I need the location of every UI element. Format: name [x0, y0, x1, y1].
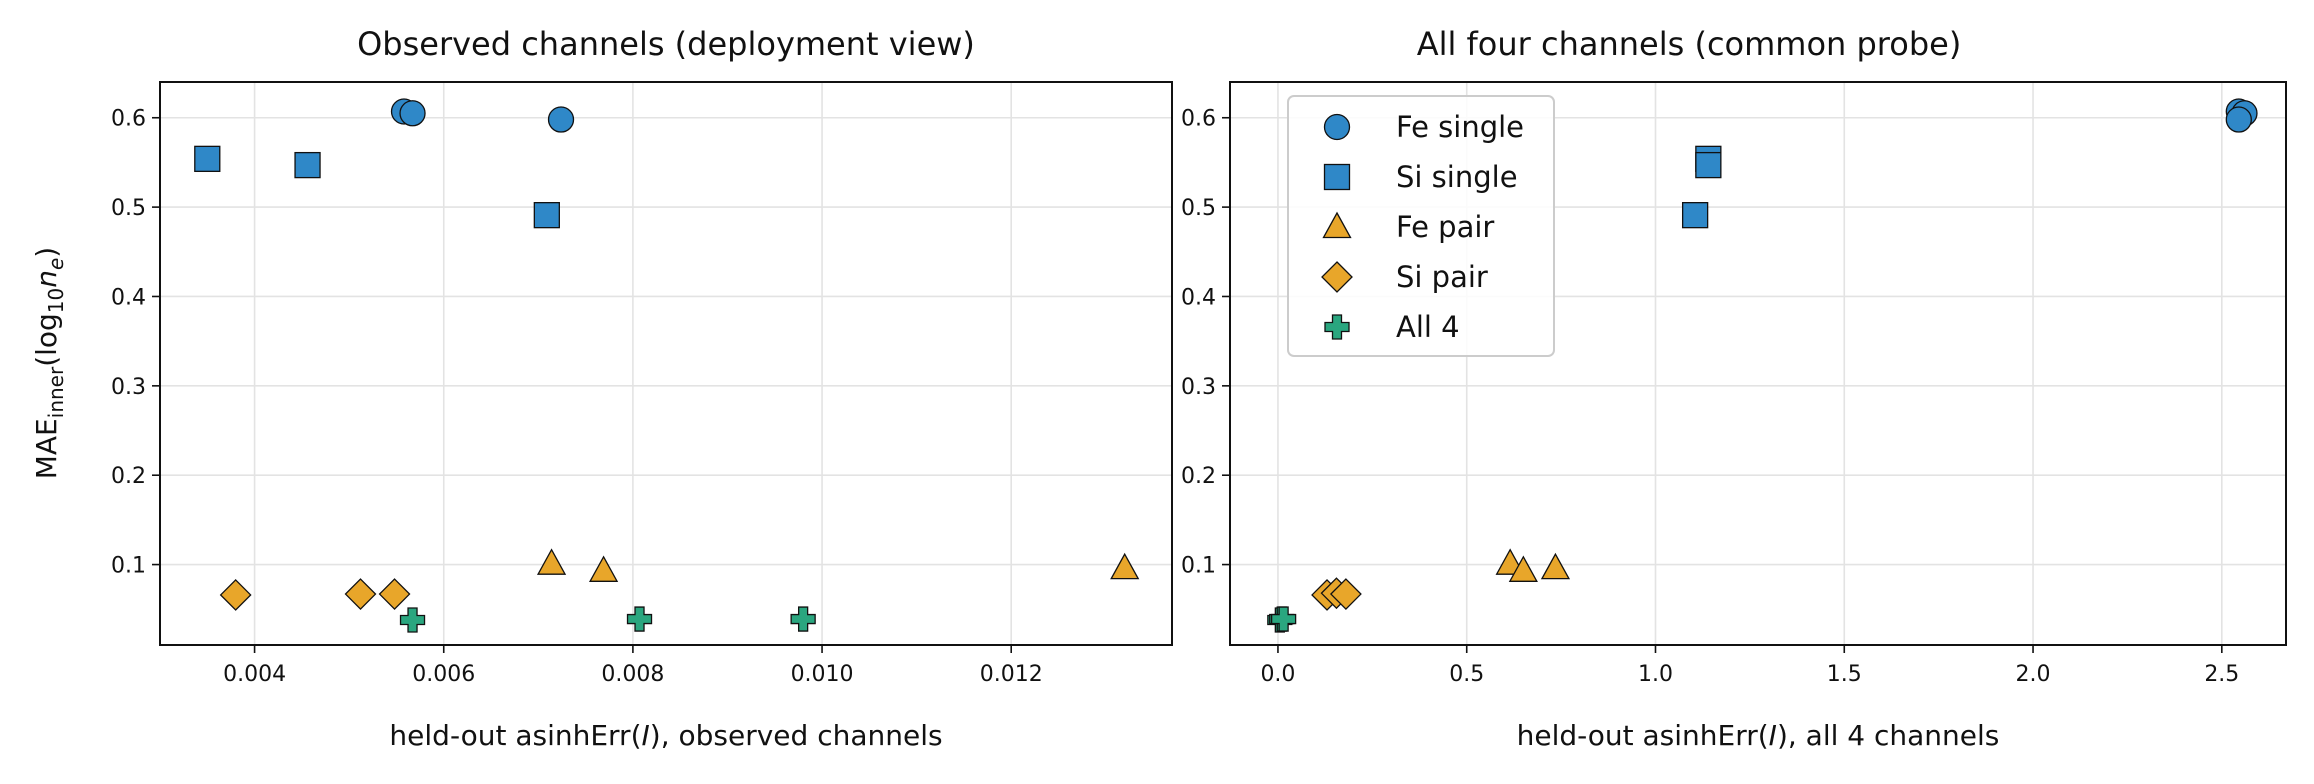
left-chart-grid [160, 82, 1172, 645]
right-chart-marks [1267, 98, 2258, 633]
right-point-si-pair [1329, 578, 1362, 610]
left-point-fe-single [547, 106, 575, 133]
left-point-si-single [194, 145, 221, 173]
right-y-tick-label: 0.5 [1181, 196, 1216, 221]
right-chart-plot-frame [1229, 81, 2287, 646]
right-chart-x-axis-label: held-out asinhErr(I), all 4 channels [1517, 719, 2000, 752]
legend-label: Si pair [1396, 260, 1488, 294]
legend: Fe single Si single Fe pair Si pair All 4 [1287, 95, 1555, 357]
right-point-fe-pair [1508, 555, 1538, 582]
left-point-all-4 [626, 606, 653, 632]
right-y-tick-label: 0.6 [1181, 107, 1216, 132]
legend-label: All 4 [1396, 310, 1460, 344]
left-point-si-pair [219, 579, 252, 611]
legend-entry: Fe single [1323, 110, 1524, 144]
legend-entry: All 4 [1324, 310, 1460, 344]
legend-entry: Si pair [1321, 260, 1488, 294]
left-x-tick-label: 0.008 [601, 662, 664, 687]
right-x-tick-label: 1.0 [1638, 662, 1673, 687]
left-point-fe-single [399, 100, 426, 127]
right-y-tick-label: 0.1 [1181, 554, 1216, 579]
right-chart-title: All four channels (common probe) [1417, 25, 1962, 63]
right-point-fe-pair [1540, 552, 1571, 580]
left-chart-title: Observed channels (deployment view) [357, 25, 975, 63]
left-x-tick-label: 0.012 [980, 662, 1043, 687]
left-chart-marks [194, 98, 1140, 633]
left-point-si-single [533, 202, 560, 229]
left-x-tick-label: 0.010 [791, 662, 854, 687]
right-point-all-4 [1270, 606, 1297, 632]
right-x-tick-label: 2.0 [2016, 662, 2051, 687]
legend-box [1287, 95, 1555, 357]
right-chart-ticks: 0.0 0.5 1.0 1.5 2.0 2.5 0.1 0.2 0.3 0.4 0.5 0.6 [1181, 107, 2239, 687]
left-point-all-4 [790, 606, 816, 632]
legend-entry: Si single [1323, 160, 1518, 194]
left-point-fe-pair [588, 555, 619, 582]
left-x-tick-label: 0.006 [412, 662, 475, 687]
right-x-tick-label: 0.5 [1449, 662, 1484, 687]
left-point-si-pair [378, 578, 411, 610]
legend-marker-plus [1324, 314, 1350, 340]
left-chart-x-axis-label: held-out asinhErr(I), observed channels [389, 719, 942, 752]
legend-marker-triangle [1322, 211, 1352, 239]
legend-label: Si single [1396, 160, 1518, 194]
left-point-fe-pair [536, 548, 567, 575]
legend-items: Fe single Si single Fe pair Si pair All 4 [1321, 110, 1524, 344]
left-point-all-4 [399, 607, 426, 633]
legend-marker-diamond [1321, 261, 1353, 293]
left-chart-ticks: 0.004 0.006 0.008 0.010 0.012 0.1 0.2 0.3 0.4 0.5… [111, 107, 1043, 687]
left-x-tick-label: 0.004 [223, 662, 286, 687]
right-y-tick-label: 0.3 [1181, 375, 1216, 400]
left-chart-panel: Observed channels (deployment view) 0.00… [30, 25, 1173, 752]
left-y-tick-label: 0.1 [111, 554, 146, 579]
right-point-si-single [1695, 151, 1722, 179]
y-axis-label: MAEinner(log10ne) [30, 247, 68, 480]
left-y-tick-label: 0.2 [111, 464, 146, 489]
left-point-si-single [294, 151, 321, 179]
right-x-tick-label: 1.5 [1827, 662, 1862, 687]
left-y-tick-label: 0.5 [111, 196, 146, 221]
legend-label: Fe single [1396, 110, 1524, 144]
left-y-tick-label: 0.3 [111, 375, 146, 400]
legend-marker-square [1323, 163, 1351, 191]
right-x-tick-label: 0.0 [1260, 662, 1295, 687]
right-x-tick-label: 2.5 [2204, 662, 2239, 687]
left-point-si-pair [344, 578, 377, 610]
left-point-fe-pair [1110, 552, 1140, 580]
legend-label: Fe pair [1396, 210, 1494, 244]
left-y-tick-label: 0.6 [111, 107, 146, 132]
right-point-fe-single [2225, 106, 2252, 133]
right-point-si-single [1681, 202, 1709, 229]
left-chart-plot-frame [159, 81, 1173, 646]
legend-entry: Fe pair [1322, 210, 1494, 244]
right-y-tick-label: 0.2 [1181, 464, 1216, 489]
left-y-tick-label: 0.4 [111, 285, 146, 310]
right-y-tick-label: 0.4 [1181, 285, 1216, 310]
legend-marker-circle [1323, 113, 1351, 141]
